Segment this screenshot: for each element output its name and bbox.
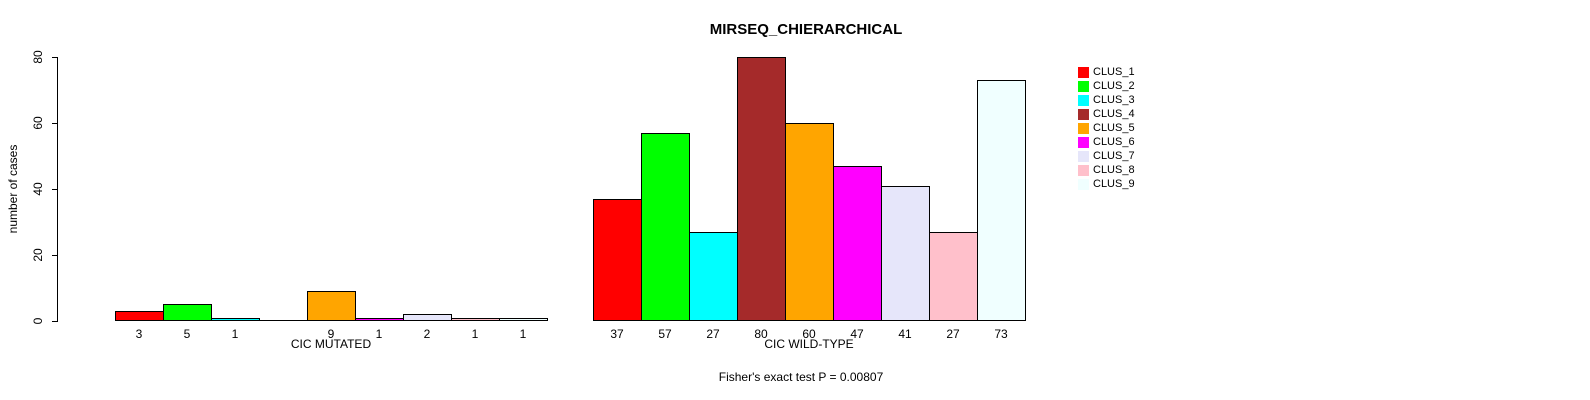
bar-value-label: 5 xyxy=(183,327,191,341)
y-tick-label: 60 xyxy=(31,116,45,130)
legend-item: CLUS_5 xyxy=(1078,122,1135,135)
legend-label: CLUS_4 xyxy=(1093,108,1135,120)
bar-value-label: 27 xyxy=(946,327,960,341)
legend-item: CLUS_1 xyxy=(1078,66,1135,79)
legend-label: CLUS_8 xyxy=(1093,164,1135,176)
legend-label: CLUS_9 xyxy=(1093,178,1135,190)
bar-CLUS_5 xyxy=(785,123,834,321)
x-axis-group-label: CIC WILD-TYPE xyxy=(764,337,854,351)
legend-label: CLUS_5 xyxy=(1093,122,1135,134)
legend-swatch xyxy=(1078,67,1089,78)
legend-item: CLUS_6 xyxy=(1078,136,1135,149)
y-tick xyxy=(52,57,57,58)
bar-CLUS_6 xyxy=(833,166,882,321)
y-tick-label: 0 xyxy=(31,317,45,325)
legend-item: CLUS_8 xyxy=(1078,164,1135,177)
legend-swatch xyxy=(1078,165,1089,176)
bar-value-label: 1 xyxy=(231,327,239,341)
bar-value-label: 1 xyxy=(471,327,479,341)
legend-label: CLUS_3 xyxy=(1093,94,1135,106)
legend-label: CLUS_7 xyxy=(1093,150,1135,162)
bar-value-label: 73 xyxy=(994,327,1008,341)
y-tick-label: 20 xyxy=(31,248,45,262)
bar-CLUS_3 xyxy=(689,232,738,321)
y-axis-line xyxy=(57,57,58,322)
bar-value-label: 1 xyxy=(375,327,383,341)
chart-title: MIRSEQ_CHIERARCHICAL xyxy=(709,21,903,38)
legend-swatch xyxy=(1078,137,1089,148)
y-tick xyxy=(52,321,57,322)
bar-CLUS_5 xyxy=(307,291,356,321)
y-axis-label: number of cases xyxy=(6,144,20,234)
y-tick-label: 40 xyxy=(31,182,45,196)
bar-CLUS_8 xyxy=(451,318,500,321)
bar-CLUS_4 xyxy=(737,57,786,321)
bar-value-label: 1 xyxy=(519,327,527,341)
legend-item: CLUS_4 xyxy=(1078,108,1135,121)
bar-value-label: 9 xyxy=(327,327,335,341)
legend-item: CLUS_7 xyxy=(1078,150,1135,163)
bar-value-label: 37 xyxy=(610,327,624,341)
legend-label: CLUS_2 xyxy=(1093,80,1135,92)
legend-swatch xyxy=(1078,95,1089,106)
legend-item: CLUS_3 xyxy=(1078,94,1135,107)
bar-value-label: 27 xyxy=(706,327,720,341)
bar-CLUS_9 xyxy=(977,80,1026,321)
y-tick xyxy=(52,123,57,124)
y-tick xyxy=(52,189,57,190)
bar-value-label: 47 xyxy=(850,327,864,341)
fisher-test-annotation: Fisher's exact test P = 0.00807 xyxy=(718,370,884,384)
bar-value-label: 41 xyxy=(898,327,912,341)
legend-item: CLUS_2 xyxy=(1078,80,1135,93)
legend-swatch xyxy=(1078,151,1089,162)
legend-swatch xyxy=(1078,123,1089,134)
y-tick xyxy=(52,255,57,256)
legend-label: CLUS_1 xyxy=(1093,66,1135,78)
y-tick-label: 80 xyxy=(31,50,45,64)
bar-value-label: 3 xyxy=(135,327,143,341)
bar-value-label: 2 xyxy=(423,327,431,341)
bar-value-label: 60 xyxy=(802,327,816,341)
bar-CLUS_1 xyxy=(593,199,642,321)
bar-CLUS_7 xyxy=(403,314,452,321)
legend-swatch xyxy=(1078,179,1089,190)
bar-CLUS_6 xyxy=(355,318,404,321)
bar-CLUS_2 xyxy=(163,304,212,321)
legend-swatch xyxy=(1078,109,1089,120)
bar-CLUS_9 xyxy=(499,318,548,321)
bar-CLUS_1 xyxy=(115,311,164,321)
bar-value-label: 57 xyxy=(658,327,672,341)
bar-CLUS_8 xyxy=(929,232,978,321)
bar-CLUS_3 xyxy=(211,318,260,321)
bar-CLUS_4 xyxy=(259,320,308,321)
legend-swatch xyxy=(1078,81,1089,92)
legend-label: CLUS_6 xyxy=(1093,136,1135,148)
bar-CLUS_7 xyxy=(881,186,930,321)
bar-CLUS_2 xyxy=(641,133,690,321)
x-axis-group-label: CIC MUTATED xyxy=(290,337,372,351)
legend-item: CLUS_9 xyxy=(1078,178,1135,191)
bar-value-label: 80 xyxy=(754,327,768,341)
